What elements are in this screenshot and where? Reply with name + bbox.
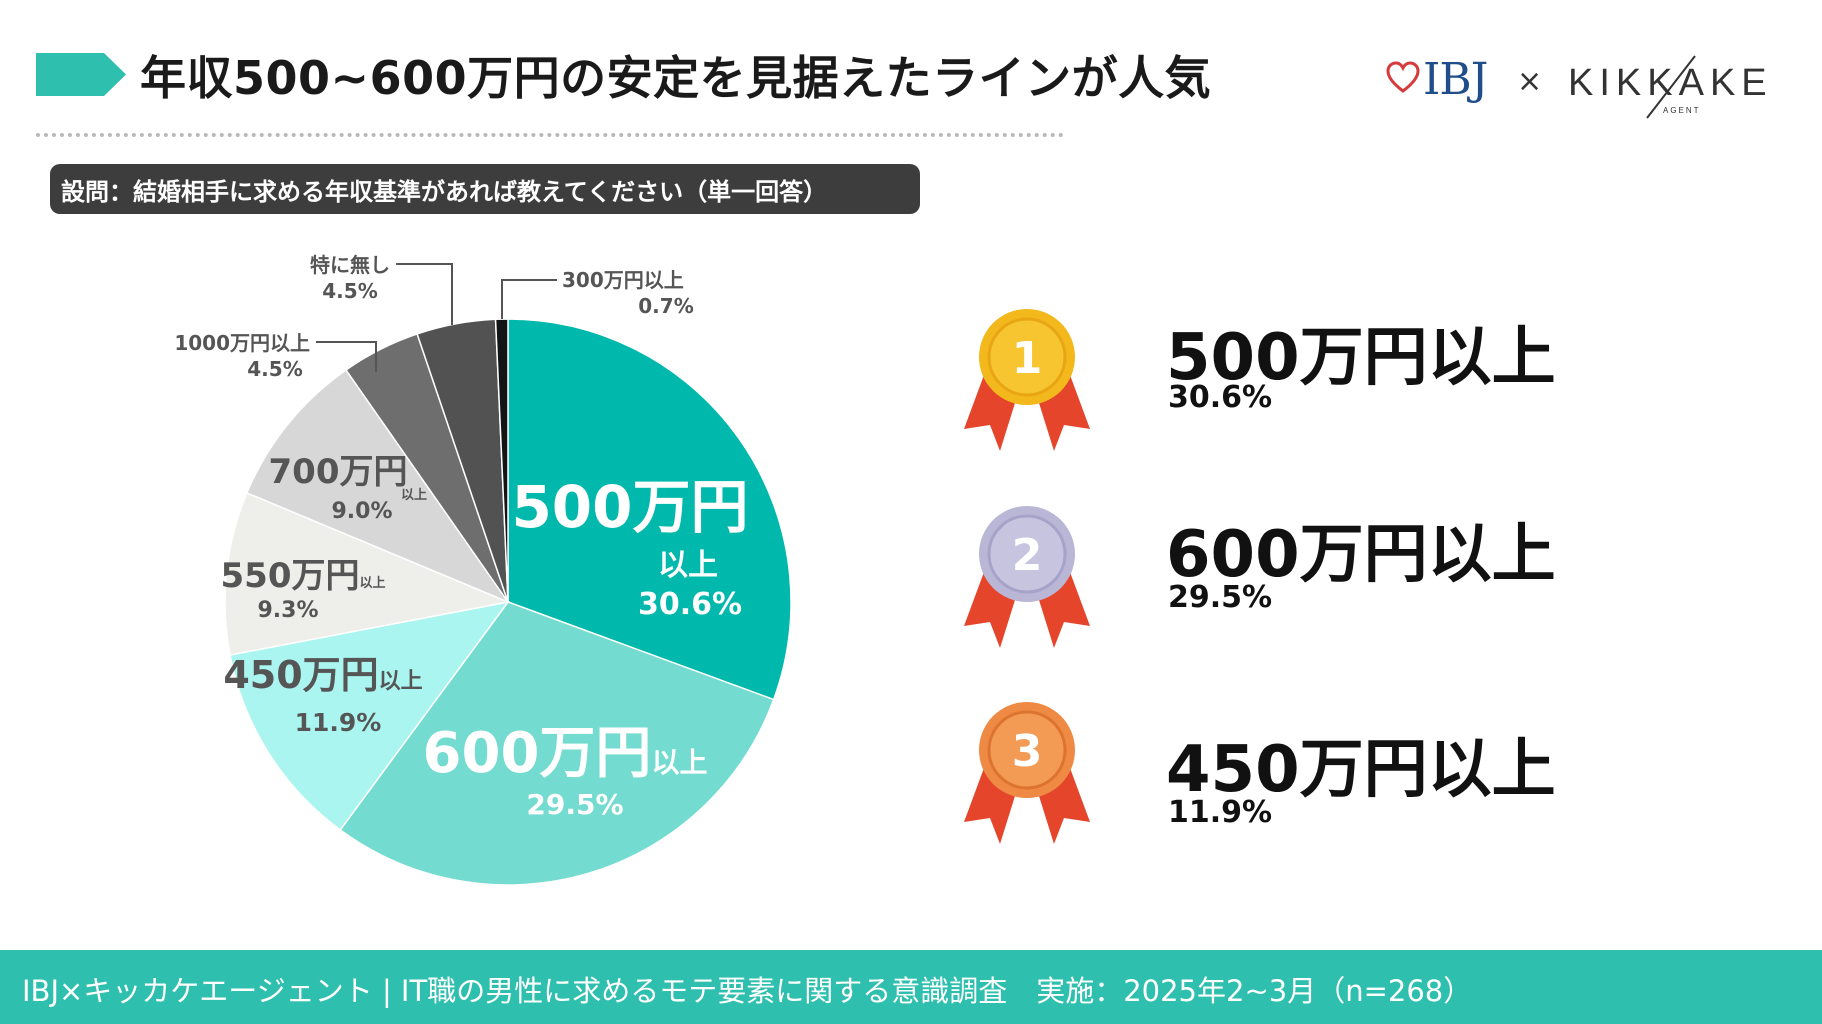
callout-percent: 4.5% xyxy=(247,357,302,381)
question-box: 設問：結婚相手に求める年収基準があれば教えてください（単一回答） xyxy=(50,164,920,214)
rank-2-label: 600万円以上 xyxy=(1166,518,1556,592)
callout-line xyxy=(396,263,453,325)
question-text: 設問：結婚相手に求める年収基準があれば教えてください（単一回答） xyxy=(61,178,828,206)
callout-percent: 4.5% xyxy=(322,279,377,303)
medal-rank-number: 3 xyxy=(1012,726,1043,777)
title-arrow-icon xyxy=(36,53,126,96)
logo-times-sign: × xyxy=(1517,64,1543,99)
kikkake-slash-mark xyxy=(1646,55,1696,119)
pie-slice xyxy=(507,318,792,701)
right-edge-spacer xyxy=(1814,0,1822,950)
pie-label-percent: 11.9% xyxy=(295,708,382,737)
ibj-logo: IBJ xyxy=(1423,54,1488,105)
pie-slice xyxy=(339,601,775,886)
rank-2-percent: 29.5% xyxy=(1168,580,1273,615)
pie-label-percent: 29.5% xyxy=(526,788,623,821)
callout-percent: 0.7% xyxy=(638,294,693,318)
medal-rank-number: 1 xyxy=(1012,333,1043,384)
medal-rank-number: 2 xyxy=(1012,530,1043,581)
pie-slice xyxy=(245,368,511,604)
logo-area: IBJ × KIKKAKE AGENT xyxy=(1385,52,1767,122)
pie-label-main: 700万円 xyxy=(269,452,408,492)
pie-label-main: 450万円以上 xyxy=(223,653,422,697)
rank-3-percent: 11.9% xyxy=(1168,795,1273,830)
rank-1-label: 500万円以上 xyxy=(1166,321,1556,395)
callout-label: 1000万円以上 xyxy=(174,331,310,355)
kikkake-logo: KIKKAKE xyxy=(1568,62,1773,104)
pie-label-suffix: 以上 xyxy=(401,488,427,503)
heart-icon xyxy=(1386,61,1420,93)
pie-label-main: 550万円以上 xyxy=(221,556,386,596)
pie-label-percent: 30.6% xyxy=(638,587,742,622)
rank-3-label: 450万円以上 xyxy=(1166,733,1556,807)
title-divider xyxy=(36,133,1064,137)
gold-medal-icon: 1 xyxy=(964,309,1090,451)
footer-bar: IBJ×キッカケエージェント | IT職の男性に求めるモテ要素に関する意識調査 … xyxy=(0,950,1822,1024)
pie-label-main: 500万円 xyxy=(511,473,748,541)
callout-line xyxy=(501,279,557,319)
pie-label-main: 600万円以上 xyxy=(423,721,708,786)
pie-label-percent: 9.3% xyxy=(257,598,318,623)
rank-1-percent: 30.6% xyxy=(1168,380,1273,415)
kikkake-logo-sub: AGENT xyxy=(1663,106,1701,115)
callout-label: 300万円以上 xyxy=(562,268,684,292)
silver-medal-icon: 2 xyxy=(964,506,1090,648)
pie-chart: 500万円以上30.6%600万円以上29.5%450万円以上11.9%550万… xyxy=(174,253,792,886)
footer-text: IBJ×キッカケエージェント | IT職の男性に求めるモテ要素に関する意識調査 … xyxy=(22,974,1473,1008)
pie-slice xyxy=(224,491,511,656)
bronze-medal-icon: 3 xyxy=(964,702,1090,844)
callout-label: 特に無し xyxy=(310,253,390,277)
page-title: 年収500~600万円の安定を見据えたラインが人気 xyxy=(140,51,1212,105)
pie-slice xyxy=(494,318,509,603)
callout-line xyxy=(316,341,377,372)
pie-slice xyxy=(229,600,510,831)
pie-label-suffix: 以上 xyxy=(658,548,718,583)
pie-label-percent: 9.0% xyxy=(331,499,392,524)
